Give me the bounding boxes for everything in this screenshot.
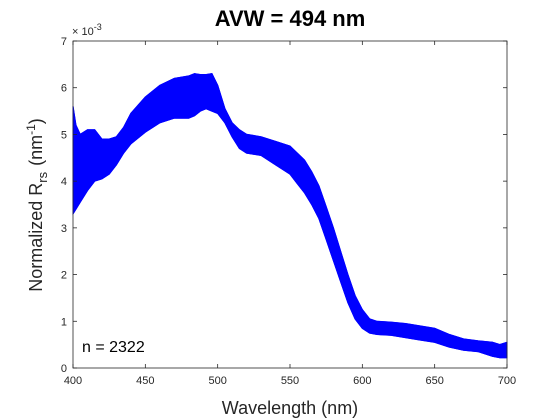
y-label-prefix: Normalized R — [26, 183, 46, 292]
x-tick-label: 700 — [498, 375, 516, 387]
y-tick-label: 0 — [61, 363, 67, 375]
x-axis-ticks: 400 450 500 550 600 650 700 — [64, 41, 516, 387]
plot-area — [73, 41, 507, 368]
y-label-unit-superscript: -1 — [24, 124, 38, 135]
x-tick-label: 550 — [281, 375, 299, 387]
y-tick-label: 7 — [61, 36, 67, 48]
y-tick-label: 5 — [61, 129, 67, 141]
x-tick-label: 600 — [353, 375, 371, 387]
y-label-unit-suffix: ) — [26, 118, 46, 124]
plot-background — [73, 41, 507, 368]
x-tick-label: 650 — [425, 375, 443, 387]
sample-count-annotation: n = 2322 — [82, 339, 145, 356]
y-tick-label: 2 — [61, 270, 67, 282]
x-axis-label: Wavelength (nm) — [222, 398, 358, 418]
y-tick-label: 1 — [61, 316, 67, 328]
y-tick-label: 3 — [61, 223, 67, 235]
y-axis-ticks: 0 1 2 3 4 5 6 7 — [61, 36, 507, 375]
y-label-unit-prefix: (nm — [26, 135, 46, 166]
y-exponent-base: × 10 — [72, 26, 94, 38]
y-label-subscript: rs — [35, 171, 50, 182]
x-tick-label: 450 — [136, 375, 154, 387]
y-axis-label: Normalized Rrs (nm-1) — [24, 118, 50, 292]
spectra-lower-edge — [72, 108, 507, 359]
y-tick-label: 6 — [61, 83, 67, 95]
y-exponent-power: -3 — [94, 22, 102, 32]
y-exponent-label: × 10-3 — [72, 22, 102, 38]
x-tick-label: 500 — [208, 375, 226, 387]
x-tick-label: 400 — [64, 375, 82, 387]
y-tick-label: 4 — [61, 176, 67, 188]
spectra-upper-edge — [72, 73, 508, 346]
chart-title: AVW = 494 nm — [215, 6, 366, 31]
